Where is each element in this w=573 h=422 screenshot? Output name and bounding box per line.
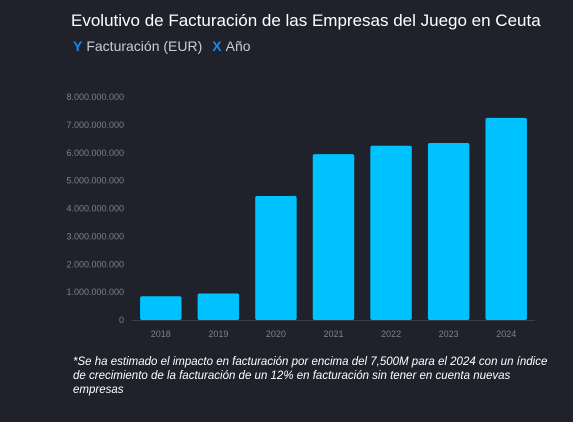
x-tick-label: 2022 bbox=[381, 329, 401, 339]
bar-2022[interactable] bbox=[370, 145, 412, 320]
y-tick-label: 1.000.000.000 bbox=[66, 287, 124, 297]
x-axis-ticks: 2018 2019 2020 2021 2022 2023 2024 bbox=[151, 329, 516, 339]
legend-marker-x: X bbox=[212, 38, 222, 54]
bar-2018[interactable] bbox=[140, 296, 182, 320]
y-tick-label: 0 bbox=[119, 315, 124, 325]
y-tick-label: 8.000.000.000 bbox=[66, 92, 124, 102]
legend-label-y: Facturación (EUR) bbox=[86, 38, 203, 54]
bar-chart: 0 1.000.000.000 2.000.000.000 3.000.000.000… bbox=[66, 92, 535, 339]
legend-label-x: Año bbox=[225, 38, 251, 54]
y-tick-label: 2.000.000.000 bbox=[66, 259, 124, 269]
x-tick-label: 2020 bbox=[266, 329, 286, 339]
bar-2020[interactable] bbox=[255, 195, 297, 320]
chart-title: Evolutivo de Facturación de las Empresas… bbox=[71, 11, 541, 30]
bar-2023[interactable] bbox=[427, 142, 470, 320]
x-tick-label: 2021 bbox=[323, 329, 343, 339]
y-axis-ticks: 0 1.000.000.000 2.000.000.000 3.000.000.000… bbox=[66, 92, 124, 325]
legend-marker-y: Y bbox=[73, 38, 83, 54]
x-tick-label: 2023 bbox=[439, 329, 459, 339]
x-tick-label: 2019 bbox=[208, 329, 228, 339]
y-tick-label: 4.000.000.000 bbox=[66, 204, 124, 214]
bar-2021[interactable] bbox=[312, 154, 355, 320]
x-tick-label: 2024 bbox=[496, 329, 516, 339]
x-tick-label: 2018 bbox=[151, 329, 171, 339]
bar-2019[interactable] bbox=[197, 293, 240, 320]
y-tick-label: 3.000.000.000 bbox=[66, 231, 124, 241]
bars bbox=[140, 117, 527, 320]
y-tick-label: 7.000.000.000 bbox=[66, 120, 124, 130]
chart-legend: Y Facturación (EUR) X Año bbox=[73, 38, 251, 54]
y-tick-label: 6.000.000.000 bbox=[66, 148, 124, 158]
y-tick-label: 5.000.000.000 bbox=[66, 176, 124, 186]
bar-2024[interactable] bbox=[485, 117, 527, 320]
footnote: *Se ha estimado el impacto en facturació… bbox=[73, 356, 548, 396]
